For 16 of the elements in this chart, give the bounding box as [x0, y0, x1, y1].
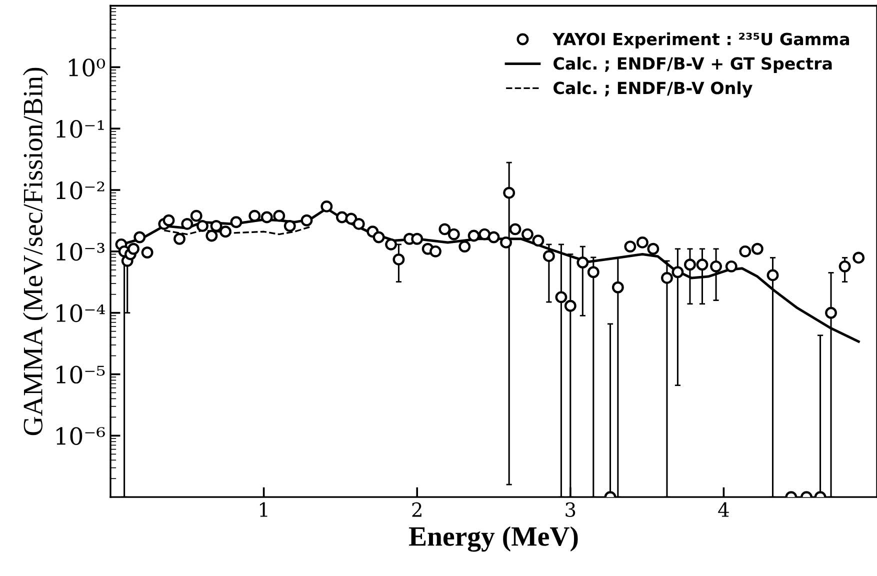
x-tick-label: 3 [566, 502, 576, 517]
y-tick-label: 10⁻⁵ [56, 366, 105, 384]
x-tick-label: 1 [260, 502, 268, 517]
legend-label: Calc. ; ENDF/B-V + GT Spectra [554, 56, 832, 74]
y-axis-title: GAMMA (MeV/sec/Fission/Bin) [22, 68, 48, 436]
x-tick-label: 4 [718, 502, 729, 517]
y-tick-label: 10⁻⁴ [56, 304, 105, 322]
legend-label: YAYOI Experiment : ²³⁵U Gamma [552, 32, 850, 49]
legend-label: Calc. ; ENDF/B-V Only [554, 81, 752, 98]
y-tick-label: 10⁰ [69, 58, 106, 76]
x-axis-title: Energy (MeV) [408, 526, 578, 552]
y-tick-label: 10⁻¹ [56, 120, 104, 138]
y-tick-label: 10⁻³ [56, 242, 104, 261]
y-tick-label: 10⁻² [56, 181, 104, 200]
y-tick-label: 10⁻⁶ [56, 427, 105, 445]
x-tick-label: 2 [412, 502, 422, 517]
